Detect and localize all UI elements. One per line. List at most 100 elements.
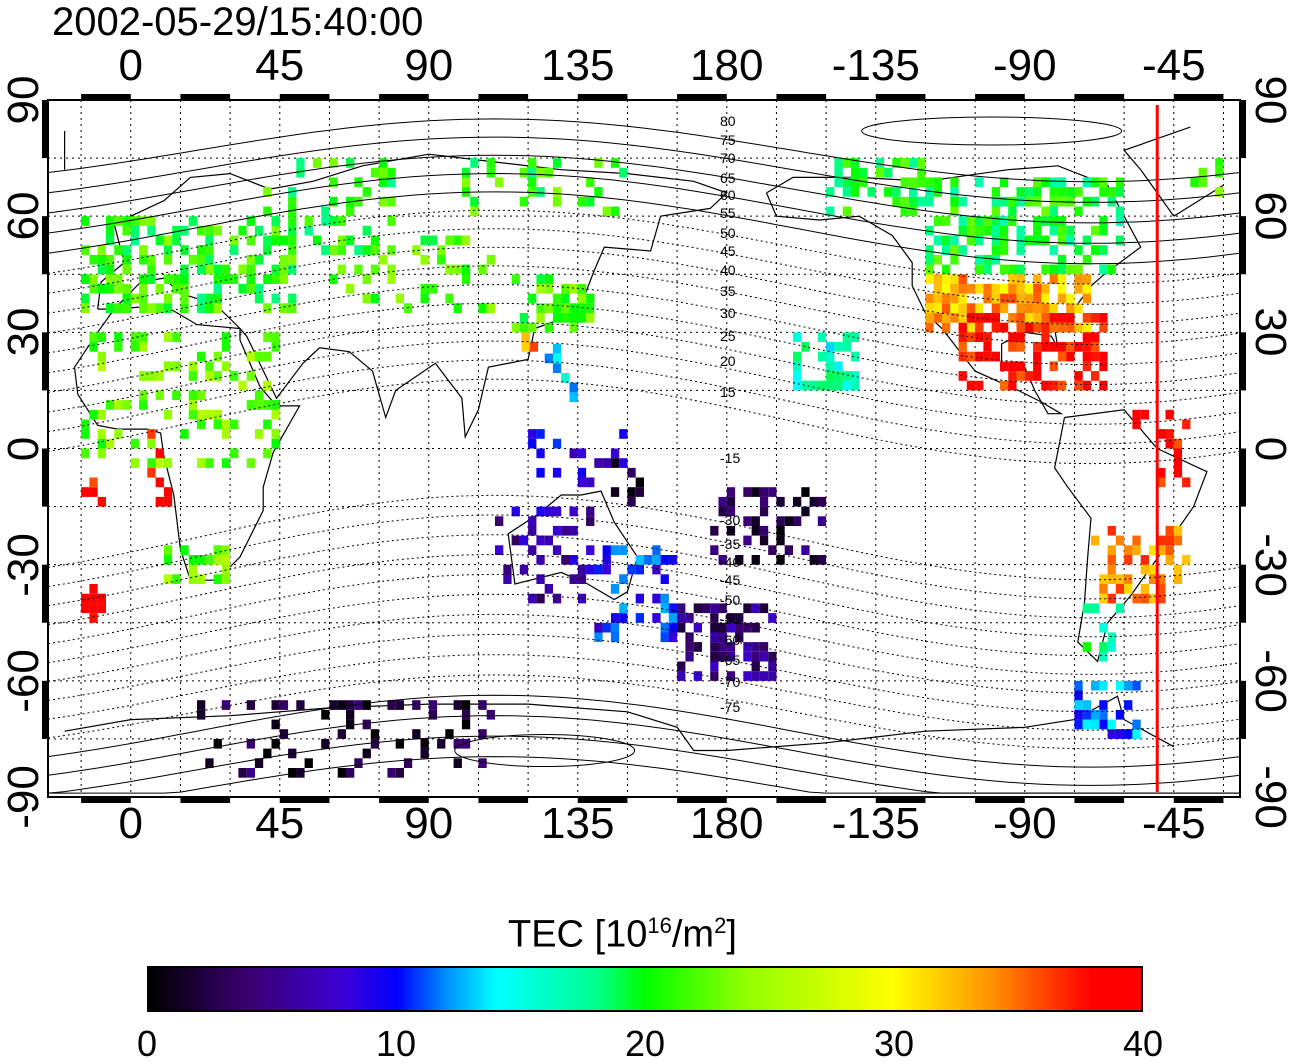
tec-cell: [1099, 622, 1108, 633]
tick-lon-135: 135: [541, 41, 615, 90]
tec-cell: [1099, 264, 1108, 275]
tec-cell: [552, 363, 562, 373]
tec-cell: [105, 303, 115, 313]
tec-cell: [205, 235, 214, 246]
tec-cell: [230, 448, 239, 459]
tec-cell: [420, 254, 429, 265]
tec-cell: [321, 709, 330, 720]
tec-cell: [461, 274, 471, 284]
tec-cell: [991, 216, 1000, 226]
tec-cell: [735, 613, 744, 623]
tec-cell: [966, 283, 976, 294]
tec-cell: [155, 477, 164, 488]
tec-cell: [826, 342, 835, 352]
tec-cell: [197, 419, 206, 430]
tec-cell: [718, 632, 727, 643]
tec-cell: [602, 206, 611, 217]
tec-cell: [561, 293, 570, 304]
tec-cell: [1099, 351, 1108, 362]
tec-cell: [147, 303, 156, 313]
tec-cell: [1157, 574, 1166, 584]
tick-lat--60: -60: [1246, 649, 1292, 713]
tec-cell: [147, 216, 156, 226]
tec-cell: [246, 700, 255, 710]
contour-label: 60: [720, 187, 736, 203]
tec-cell: [1041, 264, 1050, 275]
ruler-segment: [478, 797, 529, 803]
tec-cell: [197, 574, 206, 584]
tick-lon--45: -45: [1141, 41, 1206, 90]
tec-cell: [263, 274, 272, 284]
contour-line: [47, 633, 1241, 713]
ruler-segment: [42, 448, 48, 507]
tec-cell: [975, 264, 984, 275]
tec-cell: [97, 438, 106, 449]
tec-cell: [975, 332, 984, 342]
tec-cell: [925, 303, 934, 313]
tec-cell: [180, 303, 189, 313]
tec-cell: [569, 382, 578, 393]
tec-cell: [1057, 283, 1067, 294]
tec-cell: [1107, 545, 1116, 555]
tec-cell: [147, 274, 156, 284]
tec-cell: [743, 603, 752, 614]
tec-cell: [321, 216, 330, 226]
tec-cell: [1099, 709, 1108, 720]
ruler-segment: [180, 797, 231, 803]
tec-cell: [801, 506, 810, 517]
tec-cell: [337, 729, 346, 739]
tec-cell: [1041, 235, 1050, 246]
tec-cell: [776, 555, 785, 565]
tec-cell: [726, 613, 736, 623]
tec-cell: [180, 264, 189, 275]
tec-cell: [842, 371, 851, 381]
tec-cell: [751, 671, 760, 681]
tec-cell: [428, 700, 438, 710]
tick-lat-30: 30: [0, 307, 48, 357]
ruler-segment: [42, 216, 48, 275]
tec-cell: [197, 409, 206, 420]
tec-cell: [586, 516, 595, 526]
tec-cell: [718, 555, 727, 565]
tec-cell: [1091, 332, 1100, 342]
tec-cell: [147, 467, 156, 478]
contour-label: 55: [720, 205, 736, 221]
tec-cell: [197, 303, 206, 313]
tec-cell: [172, 225, 181, 236]
tec-cell: [751, 525, 760, 536]
tec-cell: [627, 564, 636, 575]
tec-cell: [395, 738, 404, 749]
tec-cell: [511, 322, 520, 333]
tec-cell: [81, 419, 90, 430]
tec-cell: [1148, 574, 1158, 584]
tec-cell: [917, 158, 926, 168]
tec-cell: [958, 332, 967, 342]
tec-cell: [221, 361, 231, 372]
ruler-segment: [776, 797, 827, 803]
tec-cell: [991, 283, 1000, 294]
tec-cell: [139, 390, 148, 401]
coastline: [63, 126, 1224, 217]
tec-cell: [188, 371, 197, 381]
tick-lat--60: -60: [0, 649, 48, 713]
tec-cell: [561, 525, 570, 536]
tec-cell: [114, 216, 123, 226]
tec-cell: [279, 729, 289, 739]
tec-cell: [1041, 216, 1050, 226]
tec-cell: [619, 167, 628, 178]
tec-cell: [652, 564, 661, 575]
tec-cell: [1107, 642, 1116, 652]
tec-cell: [528, 322, 537, 333]
tec-cell: [197, 351, 206, 362]
tec-cell: [362, 748, 371, 759]
tec-cell: [254, 390, 264, 401]
tec-cell: [552, 343, 562, 354]
tec-cell: [552, 525, 562, 536]
tec-cell: [271, 235, 280, 246]
tec-cell: [105, 216, 115, 226]
tec-cell: [188, 564, 197, 575]
tec-cell: [842, 177, 851, 188]
tec-cell: [1115, 187, 1125, 197]
tec-cell: [1091, 680, 1100, 691]
